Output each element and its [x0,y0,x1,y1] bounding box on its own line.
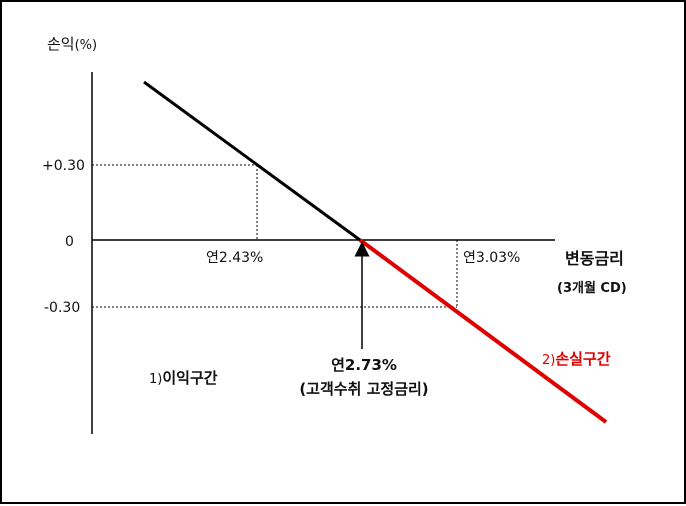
left-rate-label: 연2.43% [206,250,263,266]
loss-line [358,238,608,424]
y-axis-label: 손익(%) [47,35,97,53]
y-tick-plus: +0.30 [42,158,85,174]
fixed-rate-note: (고객수취 고정금리) [299,380,428,398]
x-axis-sublabel: (3개월 CD) [557,280,627,296]
loss-zone-label: 2)손실구간 [542,350,611,368]
x-axis-label: 변동금리 [565,249,624,268]
profit-zone-label: 1)이익구간 [149,369,218,387]
right-rate-label: 연3.03% [463,250,520,266]
y-tick-minus: -0.30 [44,300,80,316]
fixed-rate-label: 연2.73% [331,356,397,374]
profit-line [143,80,361,242]
y-tick-zero: 0 [65,234,74,250]
